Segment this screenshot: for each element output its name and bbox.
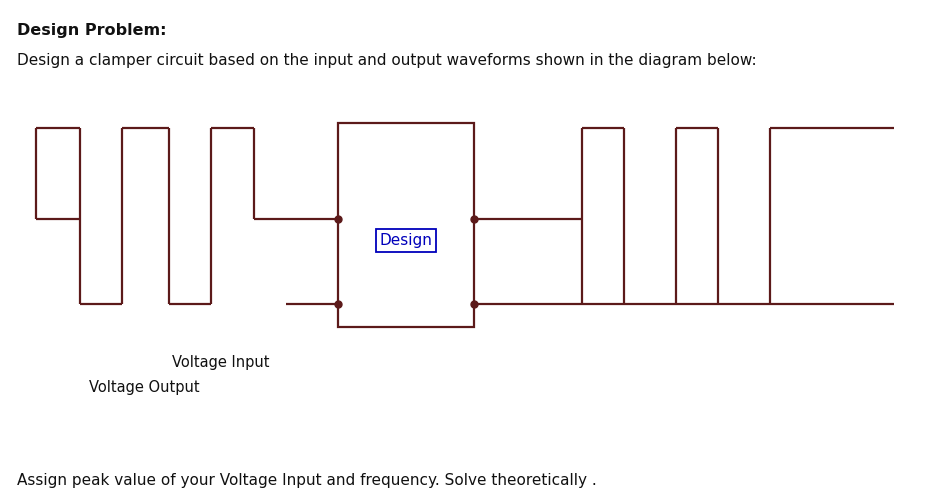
Text: Voltage Output: Voltage Output bbox=[89, 380, 200, 395]
Text: Voltage Input: Voltage Input bbox=[172, 355, 269, 370]
Text: Design a clamper circuit based on the input and output waveforms shown in the di: Design a clamper circuit based on the in… bbox=[17, 53, 757, 68]
Text: Design Problem:: Design Problem: bbox=[17, 23, 166, 38]
Text: Design: Design bbox=[379, 233, 433, 247]
Text: Assign peak value of your Voltage Input and frequency. Solve theoretically .: Assign peak value of your Voltage Input … bbox=[17, 473, 596, 488]
Bar bbox=[338, 123, 474, 327]
